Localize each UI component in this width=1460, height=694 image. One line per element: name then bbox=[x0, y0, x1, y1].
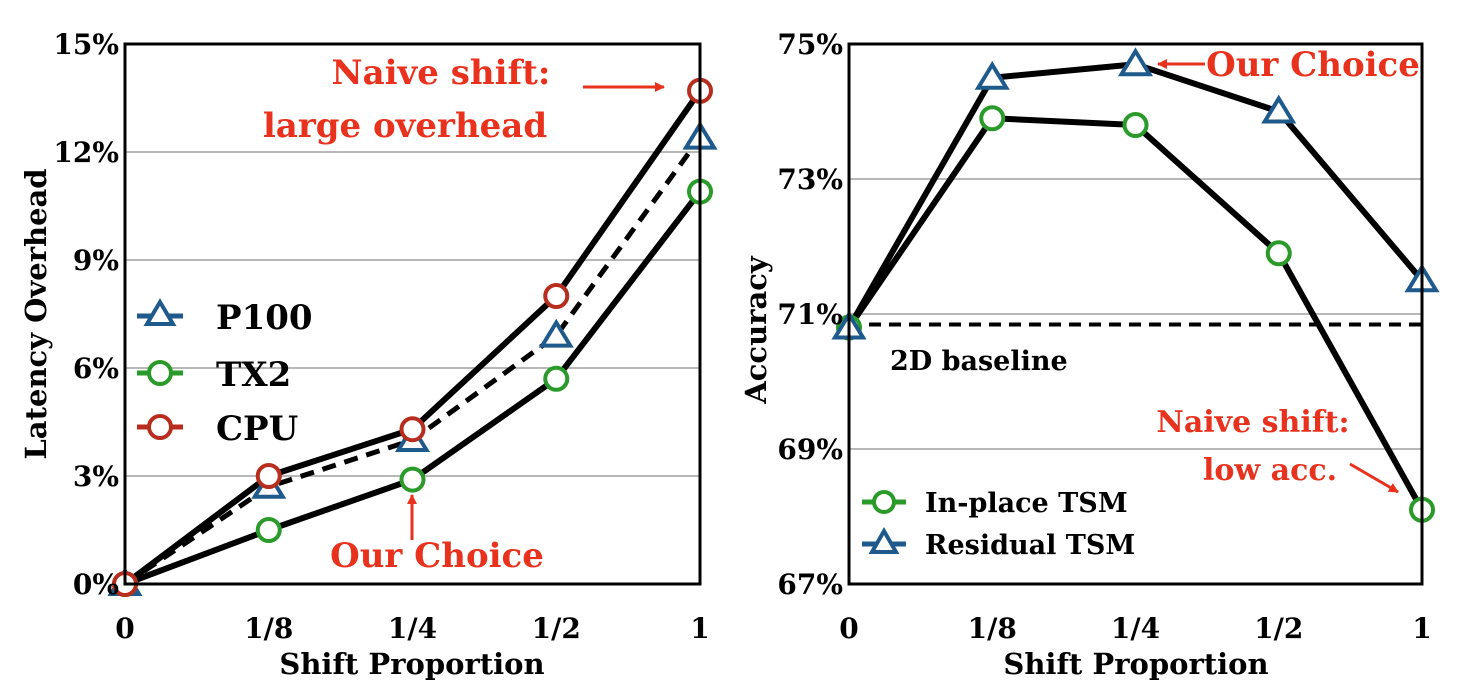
latency-y-ticks: 0% 3% 6% 9% 12% 15% bbox=[53, 28, 119, 601]
latency-x-tick-label: 1/8 bbox=[244, 612, 293, 645]
legend-triangle-icon bbox=[143, 298, 177, 326]
accuracy-x-axis-label: Shift Proportion bbox=[1003, 647, 1268, 681]
latency-point-circle bbox=[255, 517, 282, 543]
latency-plot-frame bbox=[123, 42, 702, 586]
legend-entry-p100: P100 bbox=[137, 298, 313, 338]
latency-chart: 0% 3% 6% 9% 12% 15% 0 1/8 1/4 1/2 1 Shift Proport… bbox=[19, 28, 718, 681]
latency-x-tick-label: 1/4 bbox=[388, 612, 437, 645]
svg-text:Our Choice: Our Choice bbox=[1206, 45, 1420, 85]
accuracy-annotation-our-choice: Our Choice bbox=[1157, 45, 1420, 85]
accuracy-point-triangle bbox=[1117, 47, 1154, 77]
latency-annotation-naive: Naive shift: large overhead bbox=[263, 53, 665, 146]
accuracy-point-circle bbox=[1265, 240, 1292, 267]
svg-text:Our Choice: Our Choice bbox=[330, 536, 544, 576]
accuracy-y-tick-label: 71% bbox=[777, 298, 843, 331]
latency-point-circle bbox=[255, 463, 282, 489]
latency-point-circle bbox=[399, 416, 426, 443]
legend-entry-tx2: TX2 bbox=[137, 355, 291, 395]
accuracy-y-tick-label: 67% bbox=[777, 568, 843, 601]
accuracy-x-tick-label: 1/2 bbox=[1254, 612, 1303, 645]
legend-entry-cpu: CPU bbox=[137, 409, 298, 449]
legend-label-tx2: TX2 bbox=[216, 355, 291, 395]
svg-text:low acc.: low acc. bbox=[1203, 453, 1337, 488]
accuracy-grid bbox=[849, 178, 1422, 450]
baseline-label: 2D baseline bbox=[890, 346, 1068, 377]
accuracy-series-line-1 bbox=[846, 61, 1425, 329]
annotation-arrow bbox=[1349, 462, 1399, 494]
accuracy-x-tick-label: 1/8 bbox=[968, 612, 1017, 645]
latency-legend: P100 TX2 CPU bbox=[137, 298, 313, 449]
latency-x-axis-label: Shift Proportion bbox=[279, 647, 544, 681]
latency-y-tick-label: 15% bbox=[53, 28, 119, 61]
accuracy-point-triangle bbox=[1261, 94, 1297, 124]
svg-text:Naive shift:: Naive shift: bbox=[332, 53, 551, 93]
accuracy-plot-frame bbox=[847, 42, 1424, 586]
accuracy-annotation-naive: Naive shift: low acc. bbox=[1156, 405, 1399, 494]
accuracy-chart: 67% 69% 71% 73% 75% 0 1/8 1/4 1/2 1 Shift Propor… bbox=[739, 28, 1440, 681]
legend-label-p100: P100 bbox=[216, 298, 313, 338]
latency-point-circle bbox=[543, 365, 570, 392]
latency-y-tick-label: 0% bbox=[73, 568, 119, 601]
latency-y-axis-label: Latency Overhead bbox=[19, 168, 53, 459]
legend-label-residual: Residual TSM bbox=[925, 530, 1135, 561]
accuracy-x-ticks: 0 1/8 1/4 1/2 1 bbox=[839, 612, 1431, 645]
legend-entry-inplace: In-place TSM bbox=[862, 488, 1128, 519]
accuracy-legend: In-place TSM Residual TSM bbox=[862, 488, 1135, 561]
legend-label-cpu: CPU bbox=[216, 409, 298, 449]
legend-circle-icon bbox=[147, 360, 173, 386]
accuracy-x-tick-label: 1 bbox=[1412, 612, 1431, 645]
accuracy-y-axis-label: Accuracy bbox=[739, 255, 773, 405]
legend-triangle-icon bbox=[868, 526, 900, 554]
accuracy-y-tick-label: 69% bbox=[777, 433, 843, 466]
svg-text:Naive shift:: Naive shift: bbox=[1156, 405, 1349, 440]
accuracy-point-circle bbox=[1122, 112, 1149, 138]
svg-text:large overhead: large overhead bbox=[263, 106, 547, 146]
latency-x-tick-label: 1/2 bbox=[532, 612, 581, 645]
latency-point-circle bbox=[543, 283, 570, 309]
latency-point-triangle bbox=[538, 318, 574, 348]
legend-circle-icon bbox=[872, 490, 896, 514]
accuracy-y-ticks: 67% 69% 71% 73% 75% bbox=[777, 28, 843, 601]
accuracy-x-tick-label: 0 bbox=[839, 612, 858, 645]
latency-annotation-our-choice: Our Choice bbox=[330, 494, 544, 576]
latency-y-tick-label: 3% bbox=[73, 460, 119, 493]
latency-point-circle bbox=[399, 466, 426, 493]
accuracy-y-tick-label: 73% bbox=[777, 163, 843, 196]
latency-x-tick-label: 0 bbox=[115, 612, 134, 645]
latency-markers bbox=[107, 77, 718, 597]
latency-y-tick-label: 12% bbox=[53, 136, 119, 169]
legend-entry-residual: Residual TSM bbox=[862, 526, 1135, 561]
accuracy-point-triangle bbox=[974, 60, 1010, 90]
latency-x-tick-label: 1 bbox=[690, 612, 709, 645]
accuracy-markers bbox=[831, 47, 1440, 523]
latency-y-tick-label: 9% bbox=[73, 244, 119, 277]
accuracy-point-circle bbox=[979, 105, 1006, 132]
accuracy-y-tick-label: 75% bbox=[777, 28, 843, 61]
legend-circle-icon bbox=[147, 414, 173, 440]
accuracy-x-tick-label: 1/4 bbox=[1111, 612, 1160, 645]
latency-y-tick-label: 6% bbox=[73, 352, 119, 385]
legend-label-inplace: In-place TSM bbox=[925, 488, 1128, 519]
latency-x-ticks: 0 1/8 1/4 1/2 1 bbox=[115, 612, 709, 645]
